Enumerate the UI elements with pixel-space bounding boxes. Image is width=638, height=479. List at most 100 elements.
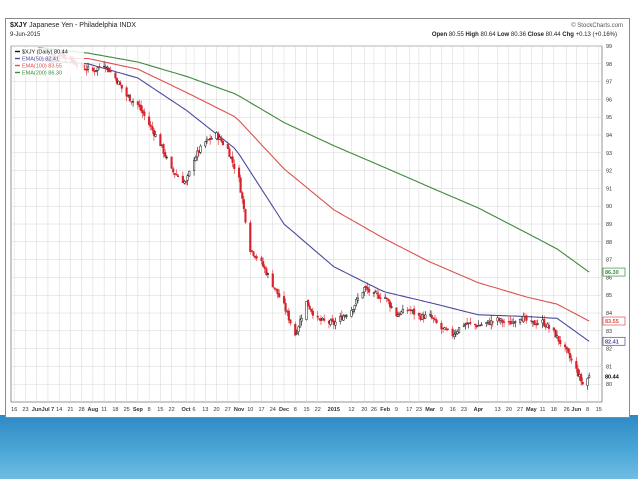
candle-body <box>228 148 231 157</box>
candle-body <box>106 66 109 69</box>
legend-bg <box>14 48 84 55</box>
x-tick-label: 9 <box>440 407 443 413</box>
candle-body <box>87 66 90 70</box>
candle-body <box>172 168 175 173</box>
y-tick-label: 86 <box>606 275 612 281</box>
candle-body <box>451 328 454 336</box>
last-value-tag-ema50 <box>602 336 626 346</box>
x-tick-label: 17 <box>258 407 264 413</box>
candle-body <box>377 294 380 299</box>
candle-body <box>366 287 369 291</box>
candle-body <box>443 327 446 330</box>
y-tick-label: 95 <box>606 115 612 121</box>
candle-body <box>390 306 393 308</box>
x-tick-label: Jun <box>32 407 42 413</box>
candle-body <box>114 72 117 79</box>
legend-label-ema50: EMA(50) 82.41 <box>22 57 59 63</box>
candle-body <box>413 308 416 315</box>
candle-body <box>299 319 302 328</box>
x-tick-label: 26 <box>371 407 377 413</box>
candle-body <box>316 315 319 318</box>
candle-body <box>446 328 449 330</box>
stockcharts-brand: © StockCharts.com <box>571 23 623 29</box>
chart-symbol-line: $XJY Japanese Yen - Philadelphia INDX <box>10 22 136 30</box>
last-value-label-ema50: 82.41 <box>605 339 619 345</box>
candle-body <box>576 368 579 377</box>
candle-body <box>570 358 573 361</box>
ema100-line <box>38 57 590 322</box>
candle-body <box>533 320 536 325</box>
candle-body <box>91 67 94 71</box>
candle-body <box>119 82 122 86</box>
x-tick-label: Jun <box>571 407 581 413</box>
candle-body <box>164 152 167 157</box>
candle-body <box>188 170 191 177</box>
candle-body <box>260 257 263 261</box>
candle-body <box>453 333 456 338</box>
candle-body <box>311 311 314 316</box>
candle-body <box>323 318 326 321</box>
candle-body <box>361 292 364 299</box>
last-value-label-price: 80.44 <box>605 374 620 380</box>
candle-body <box>204 141 207 147</box>
y-tick-label: 94 <box>606 133 612 139</box>
y-tick-label: 92 <box>606 169 612 175</box>
candle-body <box>559 340 562 345</box>
candle-body <box>514 321 517 323</box>
x-tick-label: 15 <box>303 407 309 413</box>
y-tick-label: 90 <box>606 204 612 210</box>
ohlc-high: High 80.64 <box>465 32 496 38</box>
candle-body <box>162 144 165 154</box>
candle-body <box>107 67 111 73</box>
candle-body <box>282 296 286 304</box>
candle-body <box>140 105 143 111</box>
x-tick-label: 18 <box>112 407 118 413</box>
candle-body <box>547 325 551 329</box>
candle-body <box>395 307 398 317</box>
candle-body <box>217 132 220 141</box>
candle-body <box>406 309 409 312</box>
x-tick-label: 14 <box>56 407 62 413</box>
candle-body <box>85 68 88 71</box>
x-tick-label: 24 <box>270 407 276 413</box>
x-tick-label: 8 <box>148 407 151 413</box>
chart-instrument-name: Japanese Yen - Philadelphia INDX <box>29 22 137 29</box>
x-tick-label: 20 <box>361 407 367 413</box>
legend-bg <box>14 55 84 62</box>
candle-body <box>557 336 560 342</box>
x-tick-label: Aug <box>88 407 99 413</box>
x-tick-label: 17 <box>406 407 412 413</box>
candle-body <box>417 313 420 316</box>
candle-body <box>115 78 119 84</box>
x-tick-label: 16 <box>450 407 456 413</box>
chart-date: 9-Jun-2015 <box>10 32 41 38</box>
candle-body <box>522 315 525 323</box>
candle-body <box>241 192 244 199</box>
x-tick-label: 11 <box>540 407 546 413</box>
x-tick-label: 12 <box>348 407 354 413</box>
candle-body <box>226 144 229 149</box>
x-tick-label: 18 <box>551 407 557 413</box>
candle-body <box>372 291 376 294</box>
x-tick-label: 22 <box>169 407 175 413</box>
candle-body <box>295 332 298 335</box>
legend-bg <box>14 69 84 76</box>
x-tick-label: 27 <box>517 407 523 413</box>
candle-body <box>265 268 268 276</box>
last-value-tag-ema100 <box>602 316 626 326</box>
candle-body <box>331 318 334 322</box>
slide-footer-band <box>0 415 638 479</box>
candle-body <box>374 290 377 293</box>
candle-body <box>125 87 128 97</box>
candle-body <box>148 116 151 125</box>
candle-body <box>376 292 379 295</box>
candle-body <box>250 250 253 252</box>
candle-body <box>565 346 568 350</box>
price-chart: 8081828384858687888990919293949596979899… <box>10 44 626 413</box>
candle-body <box>294 323 297 336</box>
candle-body <box>109 70 112 73</box>
candle-body <box>552 327 555 331</box>
candle-body <box>401 308 404 314</box>
candle-body <box>300 318 303 322</box>
candle-body <box>368 288 371 293</box>
